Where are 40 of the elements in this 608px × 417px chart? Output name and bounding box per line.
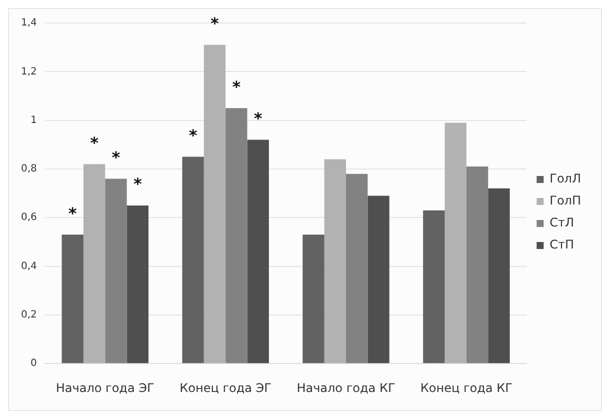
bar — [423, 210, 445, 364]
y-tick-label: 1 — [30, 114, 37, 126]
legend-label: СтЛ — [550, 216, 574, 230]
bar — [346, 174, 368, 364]
x-tick-label: Конец года ЭГ — [180, 380, 272, 395]
y-tick-label: 1,2 — [20, 66, 37, 78]
bar — [83, 164, 106, 364]
bar — [226, 108, 248, 364]
bar — [126, 205, 148, 364]
bar — [302, 234, 324, 364]
bar — [324, 159, 346, 364]
annotation: * — [112, 148, 121, 167]
bar — [204, 44, 226, 364]
bar — [466, 166, 488, 364]
legend-label: ГолП — [550, 194, 582, 208]
y-tick-label: 0,6 — [20, 212, 37, 224]
bar — [62, 234, 84, 364]
annotation: * — [188, 126, 198, 145]
bar — [488, 188, 510, 364]
y-tick-label: 0,8 — [20, 164, 37, 175]
y-tick-label: 0,2 — [20, 310, 37, 321]
annotation: * — [133, 174, 142, 194]
annotation: * — [232, 77, 242, 96]
bar — [368, 196, 390, 364]
y-tick-label: 1,4 — [20, 18, 37, 29]
annotation: * — [90, 133, 100, 152]
bar — [105, 178, 127, 364]
bar — [247, 140, 269, 364]
annotation: * — [210, 14, 220, 34]
x-tick-label: Конец года КГ — [420, 380, 512, 395]
x-tick-label: Начало года ЭГ — [56, 380, 154, 395]
y-tick-label: 0 — [30, 358, 37, 370]
y-tick-label: 0,4 — [20, 260, 37, 272]
x-tick-label: Начало года КГ — [296, 380, 396, 395]
legend-label: ГолЛ — [550, 172, 582, 186]
annotation: * — [68, 204, 78, 223]
legend-label: СтП — [550, 238, 574, 252]
annotation: * — [254, 108, 263, 128]
bar — [444, 122, 466, 364]
bar — [182, 156, 204, 364]
